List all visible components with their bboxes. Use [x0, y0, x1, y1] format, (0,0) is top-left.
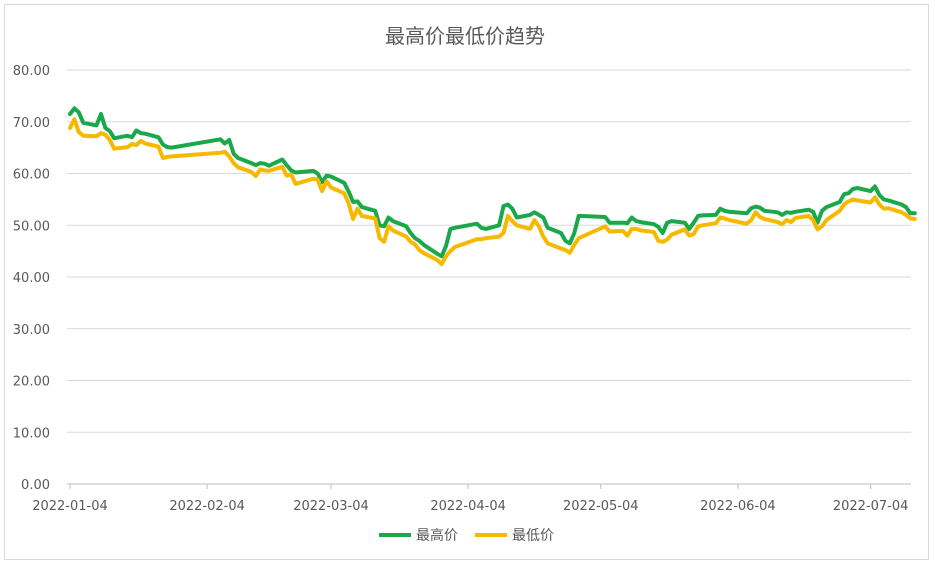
- x-tick-label: 2022-02-04: [169, 499, 245, 514]
- legend-label-0: 最高价: [416, 527, 458, 544]
- y-tick-label: 40.00: [13, 271, 50, 286]
- y-tick-label: 30.00: [13, 323, 50, 338]
- x-tick-label: 2022-03-04: [293, 499, 369, 514]
- y-tick-label: 60.00: [13, 168, 50, 183]
- x-tick-label: 2022-04-04: [430, 499, 506, 514]
- gridlines: [67, 69, 911, 485]
- y-tick-label: 10.00: [13, 426, 50, 441]
- y-tick-label: 50.00: [13, 219, 50, 234]
- chart-title: 最高价最低价趋势: [385, 24, 545, 48]
- y-axis: 0.00 10.00 20.00 30.00 40.00 50.00 60.00 70.00 8…: [13, 64, 50, 493]
- legend-label-1: 最低价: [512, 528, 554, 544]
- y-tick-label: 70.00: [13, 116, 50, 131]
- x-tick-label: 2022-01-04: [32, 499, 108, 514]
- series-line-0: [68, 106, 917, 259]
- legend: 最高价 最低价: [379, 527, 554, 544]
- x-tick-label: 2022-05-04: [563, 499, 639, 514]
- series-lines: [68, 106, 917, 267]
- chart-frame: [4, 4, 929, 560]
- y-tick-label: 20.00: [13, 375, 50, 390]
- x-axis: 2022-01-04 2022-02-04 2022-03-04 2022-04-04…: [32, 484, 908, 514]
- y-tick-label: 0.00: [21, 478, 50, 493]
- y-tick-label: 80.00: [13, 64, 50, 79]
- x-tick-label: 2022-07-04: [833, 499, 909, 514]
- series-line-1: [68, 117, 917, 267]
- x-tick-label: 2022-06-04: [700, 499, 776, 514]
